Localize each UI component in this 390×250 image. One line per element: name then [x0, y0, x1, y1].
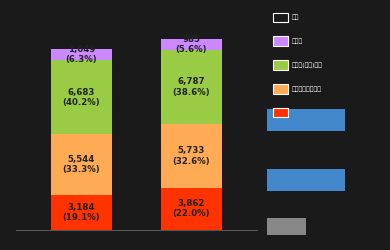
- Text: その他: その他: [292, 38, 303, 44]
- Text: 16,460: 16,460: [287, 115, 325, 125]
- Bar: [161, 124, 222, 188]
- Bar: [51, 49, 112, 60]
- Text: 億円: 億円: [282, 222, 292, 231]
- Text: 運用型: 運用型: [292, 110, 303, 115]
- Text: ビデオ(動画)広告: ビデオ(動画)広告: [292, 62, 323, 68]
- Bar: [51, 195, 112, 230]
- Text: 985
(5.6%): 985 (5.6%): [176, 35, 207, 54]
- Text: 5,733
(32.6%): 5,733 (32.6%): [173, 146, 210, 166]
- Text: 3,184
(19.1%): 3,184 (19.1%): [63, 203, 100, 222]
- Text: 合計: 合計: [292, 15, 299, 20]
- Bar: [161, 50, 222, 124]
- Text: 3,862
(22.0%): 3,862 (22.0%): [173, 199, 210, 218]
- Bar: [51, 60, 112, 134]
- Bar: [161, 188, 222, 230]
- Text: 6,787
(38.6%): 6,787 (38.6%): [173, 78, 210, 97]
- Text: 5,544
(33.3%): 5,544 (33.3%): [63, 155, 100, 174]
- Text: 17,367: 17,367: [287, 175, 325, 185]
- Bar: [51, 134, 112, 195]
- Text: 1,049
(6.3%): 1,049 (6.3%): [66, 45, 98, 64]
- Bar: [161, 39, 222, 50]
- Text: 6,683
(40.2%): 6,683 (40.2%): [63, 88, 100, 107]
- Text: ディスプレイ広告: ディスプレイ広告: [292, 86, 322, 92]
